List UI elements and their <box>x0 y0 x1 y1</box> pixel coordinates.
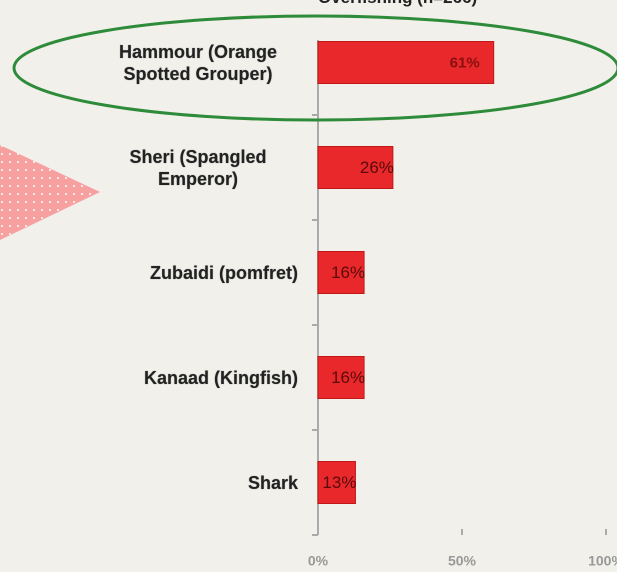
bar <box>317 356 365 399</box>
highlight-ellipse <box>12 14 617 122</box>
category-label: Hammour (Orange Spotted Grouper) <box>118 41 278 84</box>
bar <box>317 41 495 84</box>
x-tick-label: 100% <box>588 553 617 569</box>
value-label: 16% <box>331 263 365 282</box>
bar <box>317 251 365 294</box>
x-tick-label: 50% <box>448 553 477 569</box>
chart-title: Overfishing (n=266) <box>318 0 477 8</box>
value-label: 16% <box>331 368 365 387</box>
bar <box>317 146 394 189</box>
category-label: Kanaad (Kingfish) <box>143 367 298 388</box>
pointer-texture <box>0 145 100 240</box>
x-tick-label: 0% <box>308 553 329 569</box>
category-label: Sheri (Spangled Emperor) <box>129 146 267 189</box>
category-label: Shark <box>247 472 298 493</box>
value-label: 26% <box>360 158 394 177</box>
bar <box>317 461 356 504</box>
value-label: 61% <box>450 54 480 71</box>
category-label: Zubaidi (pomfret) <box>150 262 298 283</box>
value-label: 13% <box>322 473 356 492</box>
